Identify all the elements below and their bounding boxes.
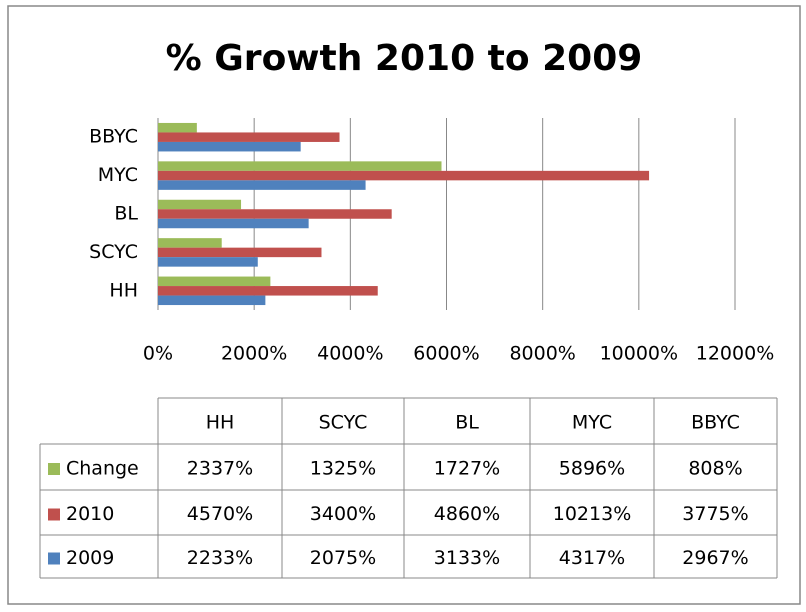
bar [158, 141, 301, 152]
bar [158, 122, 197, 133]
y-tick-label: BBYC [89, 126, 138, 148]
table-header: HH [206, 412, 235, 434]
bar [158, 180, 366, 190]
legend-key [48, 508, 60, 521]
table-cell: 1325% [310, 458, 376, 480]
bar [158, 209, 392, 219]
table-cell: 3775% [682, 503, 748, 525]
bar [158, 295, 266, 306]
x-tick-label: 2000% [221, 343, 287, 365]
legend-key [48, 552, 60, 565]
table-cell: 2967% [682, 547, 748, 569]
table-cell: 4570% [187, 503, 253, 525]
x-tick-label: 6000% [413, 343, 479, 365]
legend-label: 2010 [66, 503, 114, 525]
bar [158, 161, 442, 171]
table-cell: 808% [688, 458, 742, 480]
table-cell: 2233% [187, 547, 253, 569]
y-tick-label: HH [109, 279, 138, 301]
legend-label: 2009 [66, 547, 114, 569]
x-tick-label: 12000% [696, 343, 775, 365]
table-cell: 4317% [559, 547, 625, 569]
bar [158, 257, 258, 267]
bar [158, 132, 340, 142]
y-tick-label: SCYC [89, 241, 138, 263]
y-tick-label: BL [114, 203, 138, 225]
bar [158, 199, 242, 210]
legend-label: Change [66, 458, 139, 480]
table-header: SCYC [319, 412, 368, 434]
bar [158, 170, 650, 181]
table-cell: 2337% [187, 458, 253, 480]
x-tick-label: 10000% [600, 343, 679, 365]
table-cell: 5896% [559, 458, 625, 480]
x-tick-label: 4000% [317, 343, 383, 365]
table-cell: 3400% [310, 503, 376, 525]
table-cell: 1727% [434, 458, 500, 480]
bar [158, 286, 378, 296]
x-tick-label: 0% [143, 343, 173, 365]
y-tick-label: MYC [98, 164, 138, 186]
table-header: BL [455, 412, 479, 434]
bar [158, 238, 222, 248]
chart-title: % Growth 2010 to 2009 [166, 38, 643, 79]
table-cell: 10213% [553, 503, 632, 525]
legend-key [48, 463, 60, 475]
x-tick-label: 8000% [509, 343, 575, 365]
table-cell: 2075% [310, 547, 376, 569]
table-header: BBYC [691, 412, 740, 434]
table-header: MYC [572, 412, 612, 434]
bar [158, 218, 309, 229]
bar [158, 276, 271, 287]
table-cell: 4860% [434, 503, 500, 525]
table-cell: 3133% [434, 547, 500, 569]
bar [158, 247, 322, 258]
